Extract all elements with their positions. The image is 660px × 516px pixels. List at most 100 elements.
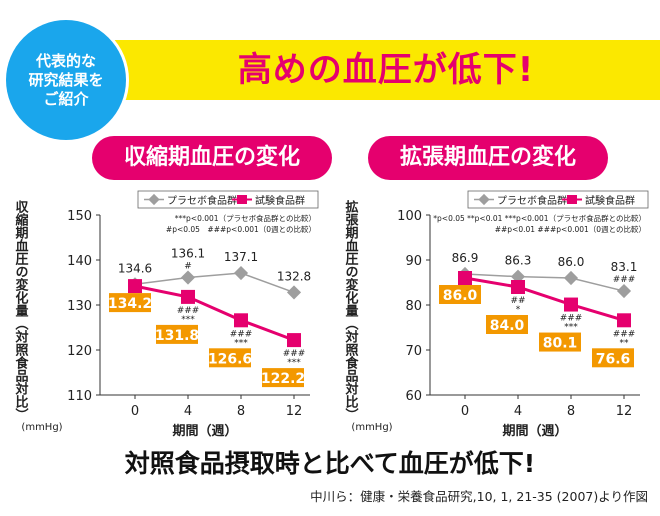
test-point bbox=[511, 280, 525, 294]
x-tick-label: 8 bbox=[567, 404, 575, 419]
diastolic-chart: 拡張期血圧の変化量（対照食品対比）(mmHg) 60 70 80 90 100 0 4 8 12 期… bbox=[343, 190, 649, 439]
placebo-point bbox=[563, 270, 579, 286]
y-axis-unit: (mmHg) bbox=[351, 422, 392, 433]
y-tick-label: 100 bbox=[397, 209, 422, 224]
test-value-box bbox=[262, 368, 304, 388]
test-point bbox=[128, 279, 142, 294]
placebo-data-label: 86.0 bbox=[558, 255, 585, 269]
test-data-label: 122.2 bbox=[261, 371, 305, 387]
test-point bbox=[234, 313, 248, 328]
placebo-point bbox=[616, 283, 632, 299]
significance-note: ##p<0.01 ###p<0.001（0週との比較） bbox=[495, 224, 646, 234]
legend-entry: 試験食品群 bbox=[255, 194, 305, 207]
test-significance: ## bbox=[510, 296, 525, 306]
citation: 中川ら：健康・栄養食品研究,10, 1, 21-35 (2007)より作図 bbox=[310, 489, 648, 504]
x-tick-label: 12 bbox=[616, 404, 633, 419]
test-data-label: 134.2 bbox=[108, 296, 152, 312]
placebo-series-line bbox=[134, 272, 295, 294]
test-value-box bbox=[439, 285, 481, 304]
test-significance: * bbox=[516, 305, 521, 315]
placebo-data-label: 86.3 bbox=[505, 254, 532, 268]
test-series-line bbox=[464, 276, 625, 322]
placebo-point bbox=[286, 285, 302, 300]
x-tick-label: 8 bbox=[237, 404, 245, 419]
y-tick-label: 90 bbox=[405, 254, 422, 269]
placebo-data-label: 134.6 bbox=[118, 261, 152, 275]
test-significance: *** bbox=[564, 323, 578, 333]
test-significance: ### bbox=[177, 306, 200, 316]
x-tick-label: 4 bbox=[184, 404, 192, 419]
test-significance: ### bbox=[560, 314, 583, 324]
x-tick-label: 12 bbox=[286, 404, 303, 419]
test-point bbox=[287, 333, 301, 348]
test-significance: *** bbox=[287, 358, 301, 368]
x-tick-label: 4 bbox=[514, 404, 522, 419]
badge-line: 研究結果を bbox=[28, 70, 104, 89]
placebo-data-label: 136.1 bbox=[171, 247, 205, 261]
badge-line: ご紹介 bbox=[43, 89, 89, 108]
legend-entry: プラセボ食品群 bbox=[167, 194, 237, 207]
legend-test-marker bbox=[237, 195, 247, 204]
placebo-data-label: 86.9 bbox=[452, 251, 479, 265]
headline: 高めの血圧が低下! bbox=[237, 50, 535, 90]
significance-note: ***p<0.001（プラセボ食品群との比較） bbox=[175, 213, 316, 223]
y-axis-label: 収縮期血圧の変化量（対照食品対比） bbox=[13, 200, 30, 421]
test-significance: ### bbox=[230, 329, 253, 339]
test-value-box bbox=[592, 348, 634, 368]
test-point bbox=[564, 297, 578, 312]
test-value-box bbox=[486, 315, 528, 334]
y-tick-label: 60 bbox=[405, 389, 422, 404]
legend-box bbox=[467, 190, 649, 209]
chart-title-diastolic: 拡張期血圧の変化 bbox=[368, 136, 608, 180]
y-tick-label: 80 bbox=[405, 299, 422, 314]
x-axis-label: 期間（週） bbox=[172, 423, 237, 439]
intro-badge: 代表的な 研究結果を ご紹介 bbox=[6, 20, 126, 140]
test-significance: ### bbox=[283, 349, 306, 359]
significance-note: #p<0.05 ###p<0.001（0週との比較） bbox=[166, 224, 316, 234]
test-data-label: 84.0 bbox=[490, 318, 525, 334]
systolic-chart: 収縮期血圧の変化量（対照食品対比）(mmHg) 110 120 130 140 150 0 4… bbox=[13, 190, 319, 439]
y-tick-label: 120 bbox=[67, 344, 92, 359]
test-data-label: 131.8 bbox=[155, 328, 199, 344]
y-tick-label: 130 bbox=[67, 299, 92, 314]
y-tick-label: 140 bbox=[67, 254, 92, 269]
placebo-significance: ### bbox=[613, 275, 636, 285]
test-data-label: 86.0 bbox=[443, 288, 478, 304]
conclusion: 対照食品摂取時と比べて血圧が低下! bbox=[124, 449, 536, 478]
placebo-significance: # bbox=[184, 262, 192, 272]
test-significance: *** bbox=[234, 338, 248, 348]
test-data-label: 80.1 bbox=[543, 336, 578, 352]
test-point bbox=[617, 313, 631, 328]
placebo-point bbox=[180, 270, 196, 285]
test-value-box bbox=[209, 348, 251, 368]
y-tick-label: 70 bbox=[405, 344, 422, 359]
test-value-box bbox=[156, 324, 198, 344]
chart-title-systolic: 収縮期血圧の変化 bbox=[92, 136, 332, 180]
test-value-box bbox=[539, 332, 581, 352]
test-data-label: 76.6 bbox=[596, 351, 631, 367]
test-value-box bbox=[109, 293, 151, 313]
placebo-data-label: 83.1 bbox=[611, 260, 638, 274]
placebo-data-label: 137.1 bbox=[224, 250, 258, 264]
badge-line: 代表的な bbox=[35, 51, 96, 70]
legend-box bbox=[137, 190, 319, 209]
x-axis-label: 期間（週） bbox=[502, 423, 567, 439]
test-point bbox=[181, 289, 195, 304]
placebo-point bbox=[233, 265, 249, 281]
test-significance: ### bbox=[613, 329, 636, 339]
placebo-series-line bbox=[464, 273, 625, 292]
x-tick-label: 0 bbox=[461, 404, 469, 419]
test-significance: ** bbox=[620, 338, 630, 348]
legend-entry: 試験食品群 bbox=[585, 194, 635, 207]
y-tick-label: 150 bbox=[67, 209, 92, 224]
y-axis-label: 拡張期血圧の変化量（対照食品対比） bbox=[343, 199, 360, 421]
y-axis-unit: (mmHg) bbox=[21, 422, 62, 433]
y-tick-label: 110 bbox=[67, 389, 92, 404]
test-point bbox=[458, 271, 472, 285]
test-series-line bbox=[134, 284, 295, 342]
test-data-label: 126.6 bbox=[208, 351, 252, 367]
significance-note: *p<0.05 **p<0.01 ***p<0.001（プラセボ食品群との比較） bbox=[433, 213, 646, 223]
legend-test-marker bbox=[567, 195, 577, 204]
placebo-data-label: 132.8 bbox=[277, 269, 311, 283]
headline-banner bbox=[112, 40, 660, 100]
